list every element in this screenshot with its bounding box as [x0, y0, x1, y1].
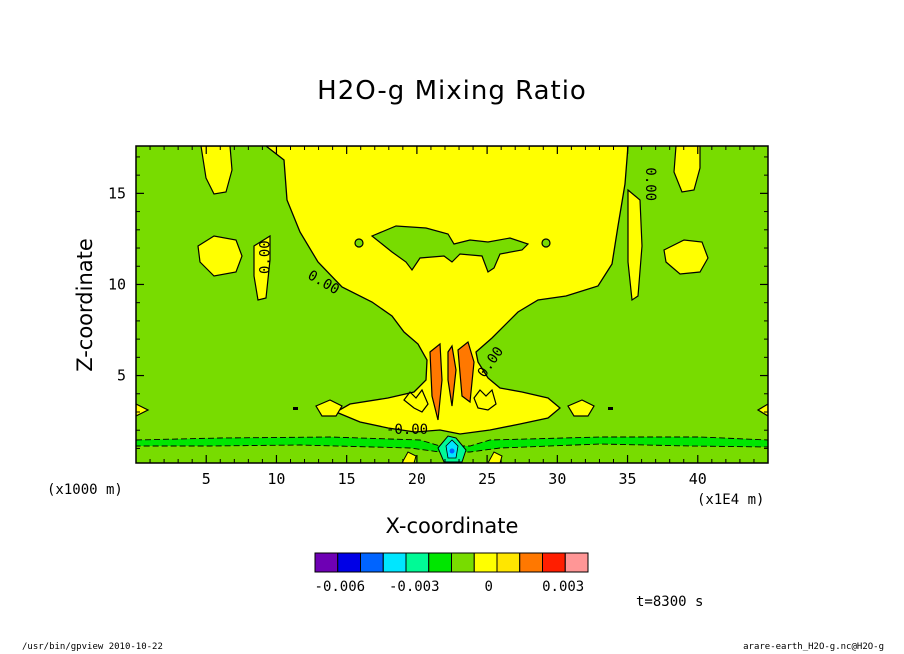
time-stamp: t=8300 s	[636, 594, 704, 610]
x-tick-label: 10	[267, 470, 285, 488]
footer-file-info: arare-earth_H2O-g.nc@H2O-g	[743, 642, 884, 652]
yellow-cell-lower-left	[315, 399, 343, 417]
chart-title: H2O-g Mixing Ratio	[317, 76, 587, 106]
colorbar-swatch	[564, 552, 589, 573]
orange-core-left	[429, 342, 443, 421]
contour-fragment-right	[608, 407, 613, 410]
contour-jagged-right	[473, 388, 497, 411]
y-axis-label: Z-coordinate	[73, 238, 97, 372]
yellow-cell-mid-right	[663, 239, 709, 275]
colorbar-tick-label: 0.003	[542, 579, 584, 595]
x-tick-label: 30	[548, 470, 566, 488]
footer-program-info: /usr/bin/gpview 2010-10-22	[22, 642, 163, 652]
x-tick-label: 40	[689, 470, 707, 488]
yellow-cell-upper-right	[673, 146, 701, 193]
yellow-cell-upper-left	[200, 146, 233, 195]
y-tick-label: 5	[117, 367, 126, 385]
yellow-plume-region	[264, 146, 629, 435]
axis-ticks: 5 10 15 20 25 30 35 40 5 10 15	[108, 146, 768, 488]
x-tick-label: 15	[338, 470, 356, 488]
green-cavity-small-left	[354, 238, 364, 248]
yellow-edge-left	[136, 403, 150, 417]
x-tick-label: 35	[619, 470, 637, 488]
x-tick-label: 25	[478, 470, 496, 488]
colorbar-swatch	[405, 552, 430, 573]
colorbar-tick-label: -0.006	[315, 579, 366, 595]
x-tick-label: 5	[202, 470, 211, 488]
colorbar-tick-label: 0	[485, 579, 493, 595]
colorbar-swatch	[382, 552, 407, 573]
yellow-bottom-bit-right	[487, 451, 503, 463]
colorbar-swatch	[496, 552, 521, 573]
y-tick-label: 10	[108, 275, 126, 293]
yellow-strip-left	[253, 234, 271, 301]
blue-turbulent-spot	[449, 448, 455, 454]
yellow-cell-lower-right	[567, 399, 595, 417]
colorbar-swatch	[360, 552, 384, 573]
x-scale-note: (x1E4 m)	[697, 492, 765, 508]
colorbar-tick-label: -0.003	[389, 579, 440, 595]
plot-border	[135, 145, 769, 464]
contour-field	[136, 146, 768, 463]
green-cavity	[370, 225, 530, 273]
colorbar-swatch	[428, 552, 452, 573]
contour-label: 0.00	[257, 240, 273, 274]
yellow-edge-right	[756, 403, 768, 417]
colorbar-swatch	[451, 552, 475, 573]
y-tick-label: 15	[108, 184, 126, 202]
orange-core-center	[447, 344, 457, 407]
dark-green-band	[136, 436, 768, 453]
x-unit-note: (x1000 m)	[47, 482, 123, 498]
contour-label: 0.00	[642, 167, 658, 201]
yellow-bottom-bit-left	[401, 451, 417, 463]
colorbar-swatch	[542, 552, 566, 573]
colorbar: -0.006 -0.003 0 0.003	[314, 552, 589, 595]
yellow-cell-mid-left	[197, 235, 243, 277]
green-cavity-small-right	[541, 238, 551, 248]
orange-core-right	[457, 340, 475, 404]
colorbar-swatch	[519, 552, 543, 573]
yellow-strip-right	[627, 188, 643, 302]
colorbar-swatch	[473, 552, 498, 573]
colorbar-swatch	[314, 552, 339, 573]
x-tick-label: 20	[408, 470, 426, 488]
contour-jagged-left	[403, 388, 429, 413]
plot-frame	[135, 145, 769, 464]
contour-fragment-left	[293, 407, 298, 410]
contour-label: -0.00	[386, 422, 428, 438]
x-axis-label: X-coordinate	[385, 514, 519, 538]
colorbar-swatch	[337, 552, 361, 573]
